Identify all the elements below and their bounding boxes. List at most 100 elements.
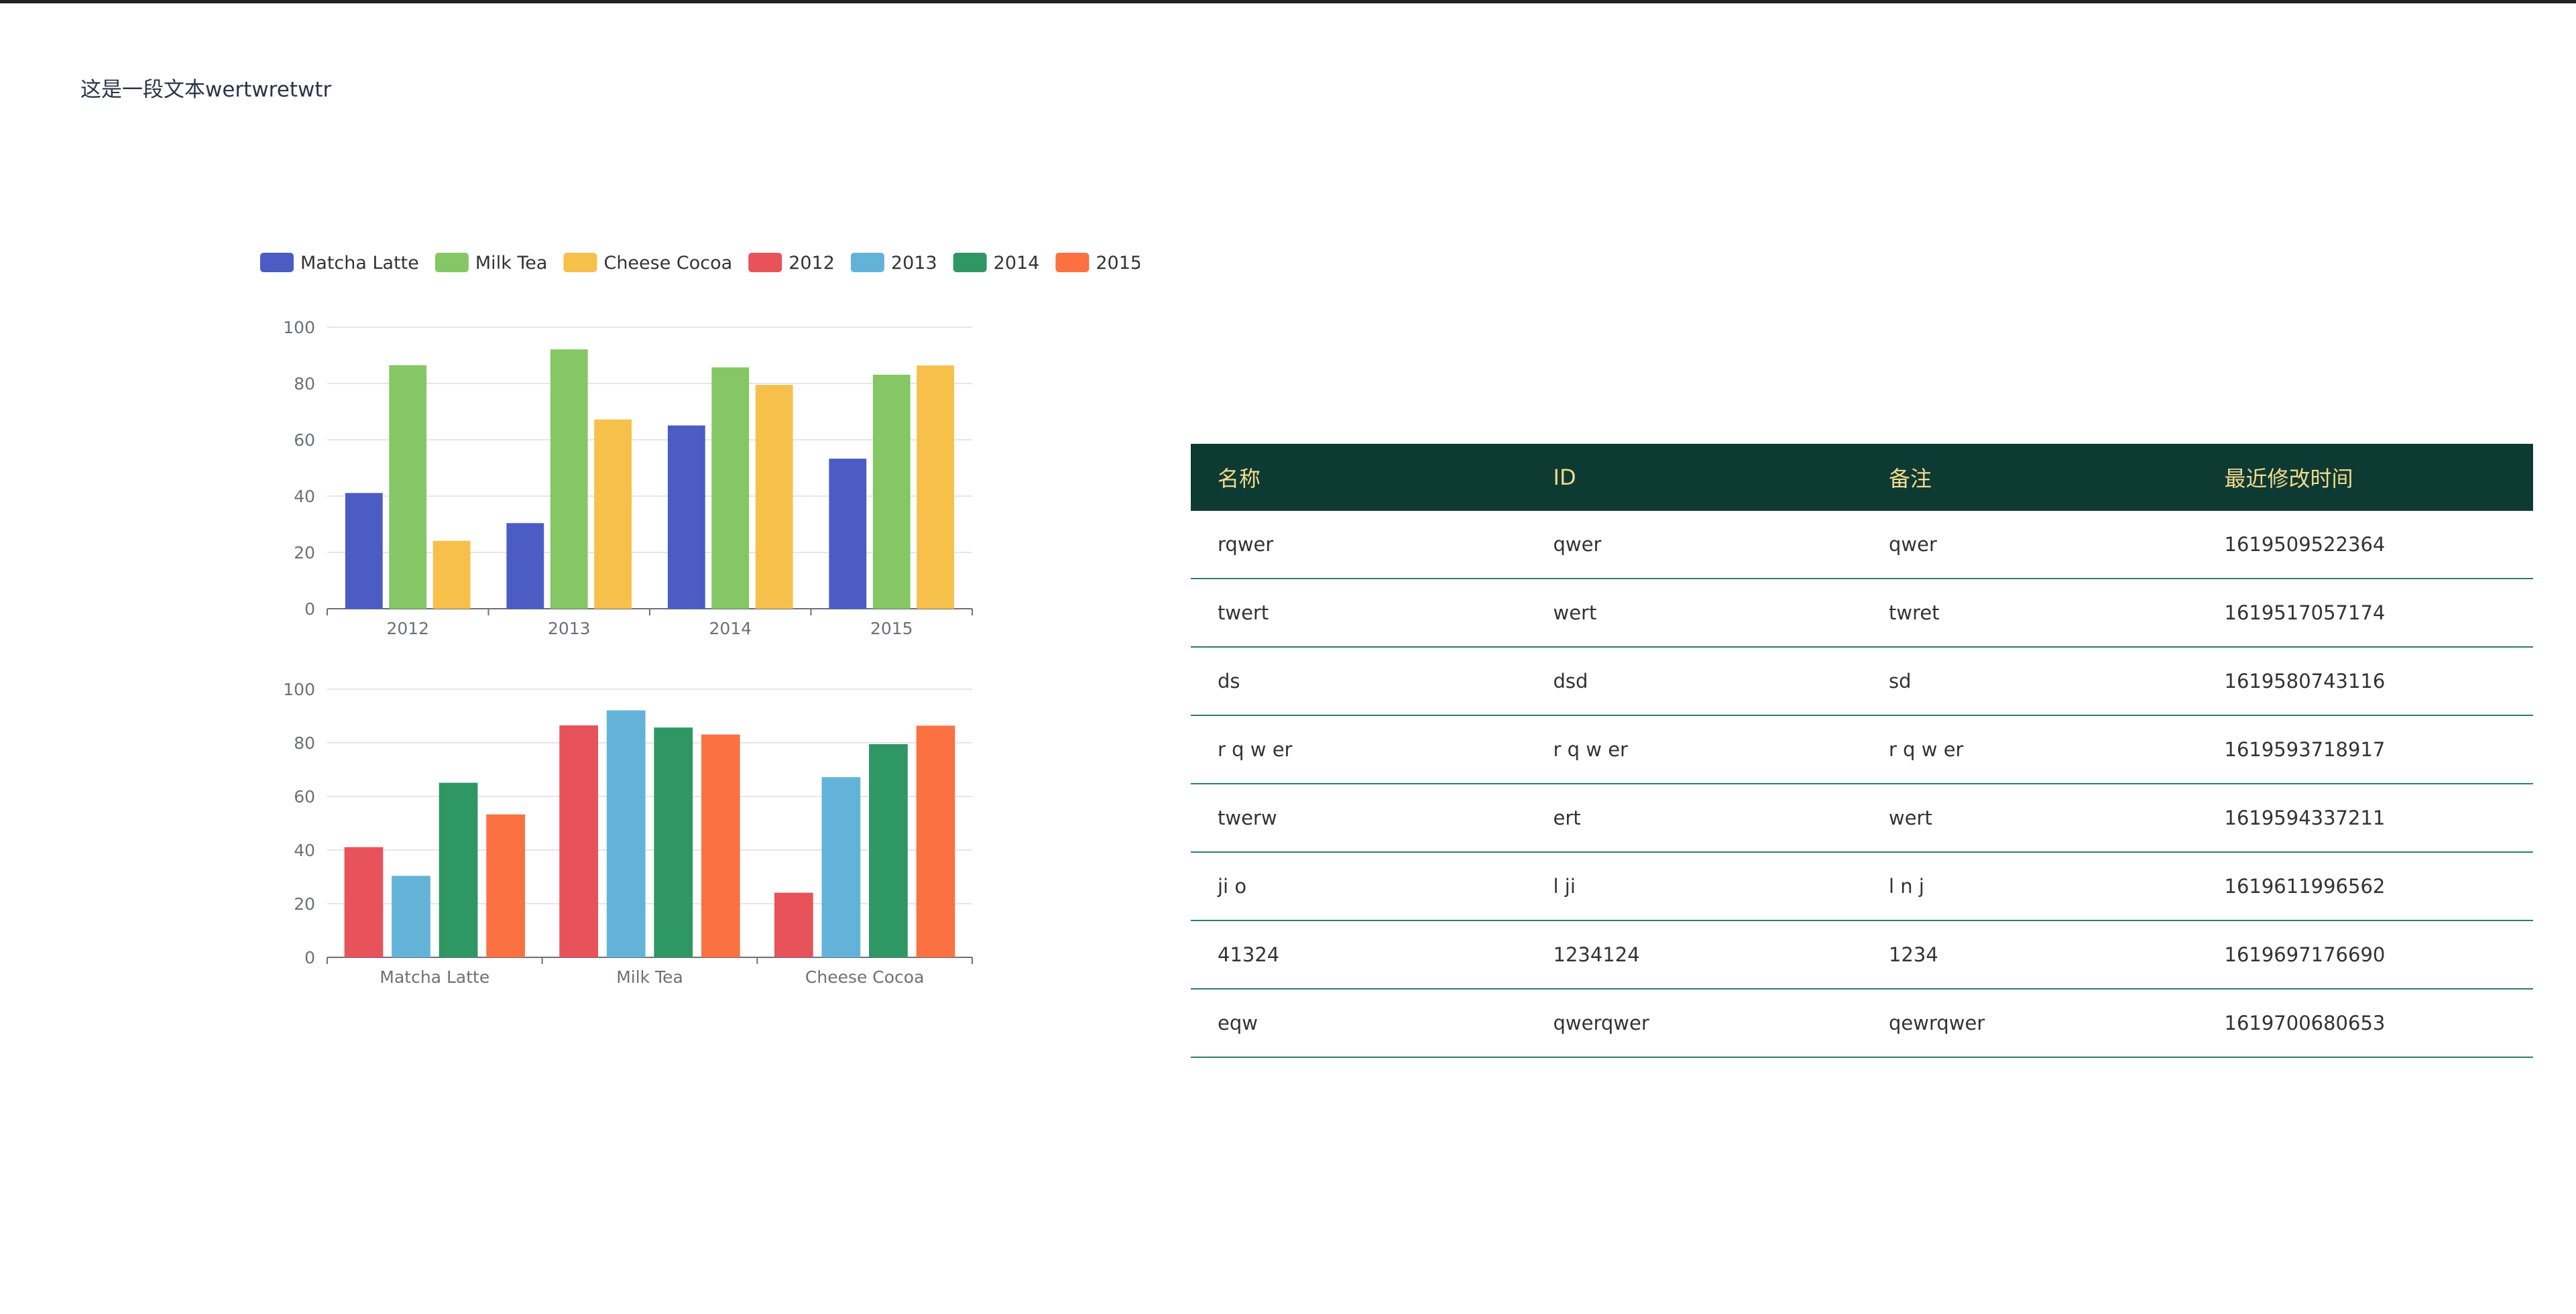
cell-name: 41324 [1191,920,1527,990]
legend-label: 2012 [788,253,835,274]
bar [821,777,861,957]
cell-note: sd [1862,647,2198,716]
bar [389,365,427,609]
y-tick-label: 80 [294,374,315,394]
cell-time: 1619611996562 [2197,852,2533,921]
legend-swatch [748,253,782,272]
bar [829,459,867,609]
bar [701,734,740,957]
legend-label: Cheese Cocoa [603,253,732,274]
y-tick-label: 100 [283,680,315,699]
bar [345,493,383,609]
y-tick-label: 100 [283,318,315,337]
cell-id: r q w er [1526,715,1862,784]
bar [344,847,384,957]
y-tick-label: 0 [304,599,315,619]
cell-time: 1619580743116 [2197,647,2533,716]
cell-name: eqw [1191,989,1527,1058]
cell-note: qwer [1862,511,2198,579]
cell-id: qwerqwer [1526,989,1862,1058]
legend-label: 2014 [994,253,1040,274]
x-tick-label: 2013 [548,619,591,638]
x-tick-label: Cheese Cocoa [805,967,925,987]
table-row: twert wert twret 1619517057174 [1191,579,2533,648]
legend-swatch [434,253,469,272]
legend-swatch [563,253,597,272]
cell-id: ert [1526,784,1862,853]
cell-id: l ji [1526,852,1862,921]
header-modified-time: 最近修改时间 [2197,444,2533,511]
bar [392,876,430,957]
table-row: rqwer qwer qwer 1619509522364 [1191,511,2533,579]
legend-swatch [260,253,294,272]
data-table: 名称 ID 备注 最近修改时间 rqwer qwer qwer 16195095… [1191,444,2533,1058]
table-row: ds dsd sd 1619580743116 [1191,647,2533,716]
cell-time: 1619700680653 [2197,989,2533,1058]
bar [486,814,526,957]
legend-swatch [953,253,987,272]
cell-note: twret [1862,579,2198,648]
cell-time: 1619594337211 [2197,784,2533,853]
bar [594,419,632,609]
x-tick-label: 2015 [870,619,913,638]
y-tick-label: 40 [294,487,315,506]
cell-time: 1619509522364 [2197,511,2533,579]
bar [711,367,750,609]
cell-id: qwer [1526,511,1862,579]
cell-name: twert [1191,579,1527,648]
cell-time: 1619593718917 [2197,715,2533,784]
cell-time: 1619517057174 [2197,579,2533,648]
cell-name: twerw [1191,784,1527,853]
bar [755,385,793,609]
y-tick-label: 60 [294,787,315,807]
cell-time: 1619697176690 [2197,920,2533,990]
bar [654,727,693,957]
cell-note: qewrqwer [1862,989,2198,1058]
y-tick-label: 0 [304,948,315,967]
x-tick-label: Matcha Latte [379,967,489,987]
legend-label: 2015 [1096,253,1140,274]
bar [606,710,646,957]
header-name: 名称 [1191,444,1527,511]
bar [506,523,544,609]
y-tick-label: 60 [294,430,315,450]
table-row: twerw ert wert 1619594337211 [1191,784,2533,853]
cell-name: ji o [1191,852,1527,921]
y-tick-label: 40 [294,841,315,860]
legend-label: Milk Tea [475,253,548,274]
y-tick-label: 80 [294,733,315,753]
header-note: 备注 [1862,444,2198,511]
table-row: eqw qwerqwer qewrqwer 1619700680653 [1191,989,2533,1058]
cell-id: dsd [1526,647,1862,716]
cell-note: l n j [1862,852,2198,921]
cell-name: ds [1191,647,1527,716]
cell-id: wert [1526,579,1862,648]
table-row: r q w er r q w er r q w er 1619593718917 [1191,715,2533,784]
bar [917,365,955,609]
table-row: 41324 1234124 1234 1619697176690 [1191,920,2533,990]
top-border [0,0,2576,3]
bar [916,725,955,957]
cell-note: 1234 [1862,920,2198,990]
bar [550,349,588,609]
bar [872,374,911,609]
y-tick-label: 20 [294,894,315,914]
legend-label: 2013 [891,253,937,274]
table-row: ji o l ji l n j 1619611996562 [1191,852,2533,921]
y-tick-label: 20 [294,543,315,562]
legend-swatch [1055,253,1090,272]
bar [559,725,599,957]
bar [869,744,908,957]
cell-name: r q w er [1191,715,1527,784]
legend-swatch [850,253,884,272]
cell-name: rqwer [1191,511,1527,579]
header-id: ID [1526,444,1862,511]
cell-note: wert [1862,784,2198,853]
bar [432,540,471,609]
bar [438,782,478,957]
bar [667,425,705,609]
x-tick-label: 2014 [709,619,752,638]
x-tick-label: Milk Tea [616,967,683,987]
cell-id: 1234124 [1526,920,1862,990]
bar-charts: Matcha Latte Milk Tea Cheese Cocoa 2012 2013… [260,253,1140,987]
